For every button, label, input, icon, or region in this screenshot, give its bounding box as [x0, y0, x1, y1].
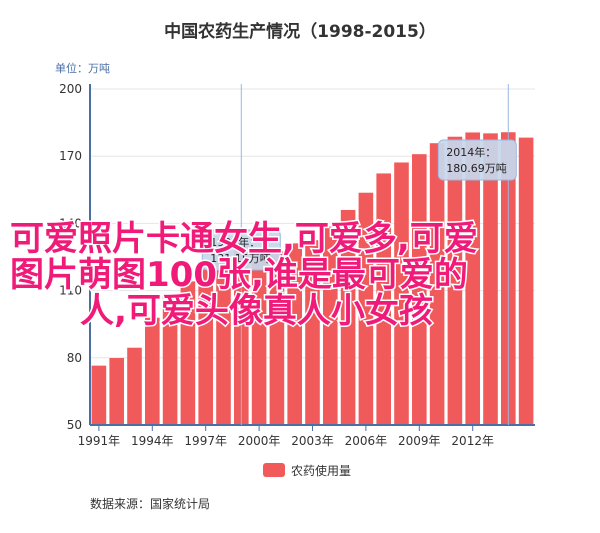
bar[interactable]	[287, 243, 302, 425]
overlay-text-line: 人,可爱头像真人小女孩	[80, 291, 433, 331]
x-tick-label: 2009年	[398, 434, 441, 448]
tooltip-box	[437, 139, 517, 181]
legend-swatch[interactable]	[263, 463, 285, 477]
bar[interactable]	[198, 269, 213, 425]
bar[interactable]	[91, 365, 107, 425]
tooltip-title: 2014年：	[446, 145, 496, 159]
bar[interactable]	[483, 133, 498, 426]
legend-label[interactable]: 农药使用量	[291, 463, 351, 478]
overlay-text-line: 可爱照片卡通女生,可爱多,可爱	[10, 219, 478, 259]
bar[interactable]	[518, 137, 534, 425]
y-tick-label: 50	[67, 418, 82, 432]
bars	[91, 132, 534, 426]
bar[interactable]	[465, 132, 480, 425]
bar[interactable]	[376, 173, 391, 425]
chart-title: 中国农药生产情况（1998-2015）	[164, 21, 436, 42]
y-tick-label: 140	[59, 216, 82, 230]
bar[interactable]	[412, 154, 427, 425]
y-tick-label: 110	[59, 284, 82, 298]
bar[interactable]	[358, 192, 374, 425]
bar[interactable]	[323, 226, 338, 425]
x-tick-label: 2006年	[345, 434, 388, 448]
tooltip-value: 131.15万吨	[210, 252, 270, 265]
x-tick-label: 1997年	[184, 434, 227, 448]
bar[interactable]	[162, 293, 178, 425]
tooltip-value: 180.69万吨	[446, 162, 507, 175]
bar[interactable]	[340, 209, 356, 425]
x-tick-label: 1991年	[78, 434, 121, 448]
bar[interactable]	[429, 143, 445, 425]
watermark-overlay: 可爱照片卡通女生,可爱多,可爱图片萌图100张,谁是最可爱的人,可爱头像真人小女…	[9, 218, 480, 333]
bar[interactable]	[109, 358, 124, 425]
y-axis-unit: 单位：万吨	[55, 61, 110, 75]
bar[interactable]	[305, 240, 320, 425]
tooltip-title: 1999年：	[210, 235, 260, 249]
bar[interactable]	[145, 317, 160, 425]
bar[interactable]	[251, 250, 267, 425]
legend[interactable]: 农药使用量	[263, 463, 351, 478]
bar[interactable]	[180, 281, 196, 425]
bar[interactable]	[269, 251, 285, 425]
tooltip-box	[201, 229, 281, 271]
bar[interactable]	[216, 261, 231, 425]
y-tick-label: 170	[59, 149, 82, 163]
x-tick-label: 2003年	[291, 434, 334, 448]
x-tick-label: 2000年	[238, 434, 281, 448]
y-tick-label: 80	[67, 351, 82, 365]
x-tick-label: 2012年	[451, 434, 494, 448]
x-tick-label: 1994年	[131, 434, 174, 448]
axes: 50 80 110 140 170 200 1991年 1994年 1997年 2000年 2003…	[59, 82, 535, 448]
bar[interactable]	[447, 136, 463, 425]
bar[interactable]	[394, 162, 409, 426]
data-source: 数据来源：国家统计局	[90, 496, 210, 511]
y-tick-label: 200	[59, 82, 82, 96]
tooltips: 1999年： 131.15万吨 2014年： 180.69万吨	[201, 84, 517, 425]
overlay-text-line: 图片萌图100张,谁是最可爱的	[10, 255, 468, 295]
bar[interactable]	[127, 347, 142, 425]
